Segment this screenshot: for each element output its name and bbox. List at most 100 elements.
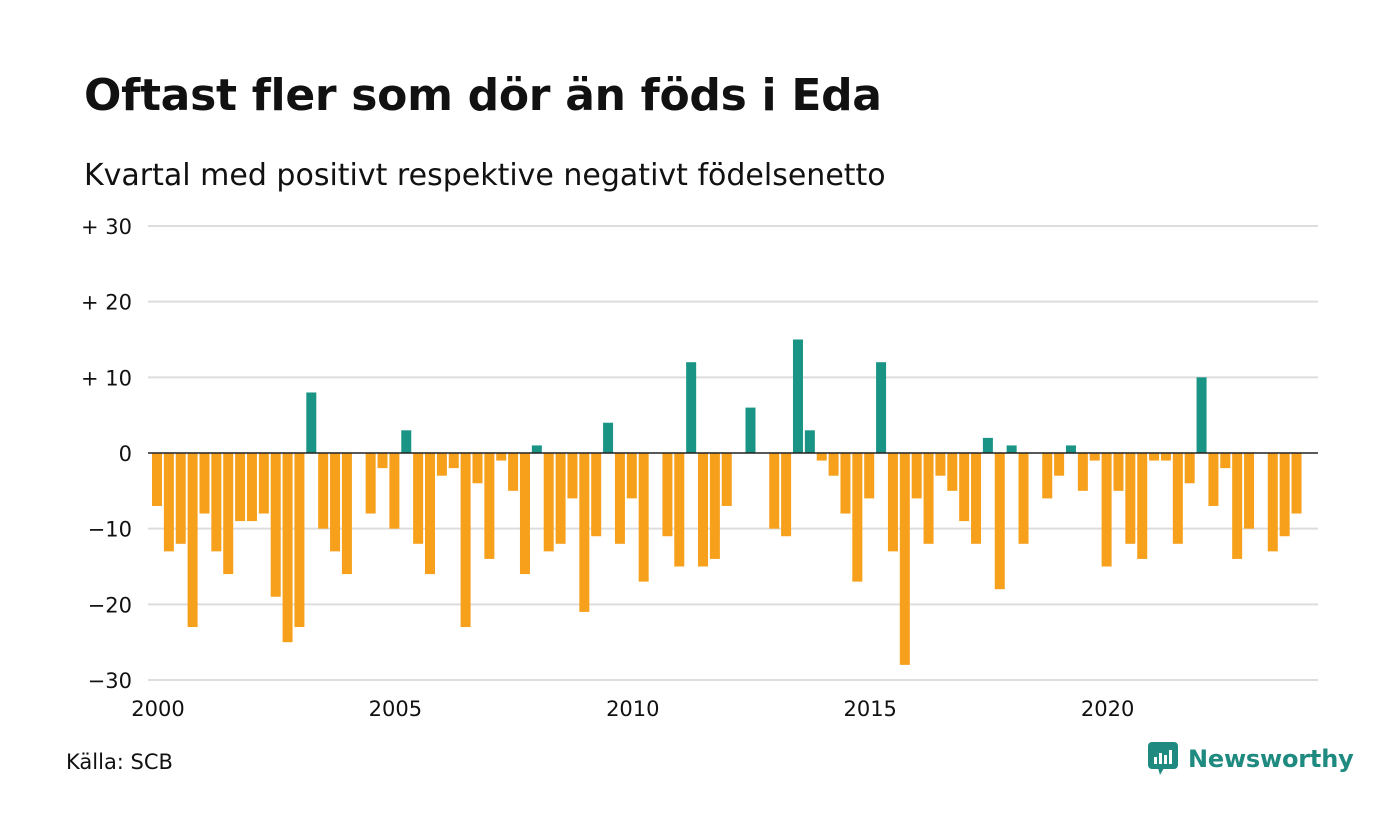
bar	[876, 362, 887, 453]
bar	[662, 453, 673, 537]
bar	[389, 453, 400, 529]
bar	[769, 453, 780, 529]
brand-logo[interactable]: Newsworthy	[1148, 742, 1354, 776]
bar	[1244, 453, 1255, 529]
x-tick-label: 2020	[1081, 697, 1134, 721]
bar	[1125, 453, 1136, 544]
bar	[1149, 453, 1160, 461]
bar	[270, 453, 281, 597]
bar	[971, 453, 982, 544]
bar	[828, 453, 839, 476]
bar	[1113, 453, 1124, 491]
bar	[496, 453, 507, 461]
bar	[175, 453, 186, 544]
bar	[614, 453, 625, 544]
bar	[721, 453, 732, 506]
bar	[282, 453, 293, 643]
y-tick-label: −10	[88, 518, 132, 542]
bar	[258, 453, 269, 514]
bar	[852, 453, 863, 582]
bar	[911, 453, 922, 499]
bar	[425, 453, 436, 575]
brand-name: Newsworthy	[1188, 745, 1354, 773]
bar	[1220, 453, 1231, 469]
y-tick-label: −20	[88, 593, 132, 617]
chart-title: Oftast fler som dör än föds i Eda	[84, 70, 882, 121]
bar	[199, 453, 210, 514]
bar	[1042, 453, 1053, 499]
bar	[591, 453, 602, 537]
chart-subtitle: Kvartal med positivt respektive negativt…	[84, 158, 886, 193]
bar	[698, 453, 709, 567]
bar	[1137, 453, 1148, 559]
bar	[864, 453, 875, 499]
x-tick-label: 2005	[369, 697, 422, 721]
bar	[994, 453, 1005, 590]
bar	[377, 453, 388, 469]
bar	[472, 453, 483, 484]
bar	[211, 453, 222, 552]
bar	[603, 422, 614, 453]
bar	[745, 407, 756, 453]
bar	[152, 453, 162, 506]
bar	[223, 453, 234, 575]
bar	[1077, 453, 1088, 491]
bar	[626, 453, 637, 499]
bar	[1184, 453, 1195, 484]
bar	[923, 453, 934, 544]
bar	[519, 453, 530, 575]
bar	[959, 453, 970, 522]
y-axis-labels: + 30 + 20 + 10 0 −10 −20 −30	[81, 215, 132, 693]
bar	[1279, 453, 1290, 537]
bar	[792, 339, 803, 453]
bar	[1160, 453, 1171, 461]
bar	[804, 430, 815, 453]
bar	[187, 453, 198, 628]
bar	[460, 453, 471, 628]
bar	[982, 437, 993, 453]
bar	[1018, 453, 1029, 544]
bar	[294, 453, 305, 628]
x-tick-label: 2000	[131, 697, 184, 721]
bar	[318, 453, 329, 529]
bar	[567, 453, 578, 499]
bar	[235, 453, 246, 522]
bar	[365, 453, 376, 514]
bar	[341, 453, 352, 575]
newsworthy-logo-icon	[1148, 742, 1178, 775]
x-tick-label: 2015	[843, 697, 896, 721]
bars	[152, 339, 1302, 665]
source-note: Källa: SCB	[66, 750, 173, 774]
bar	[413, 453, 424, 544]
bar	[709, 453, 720, 559]
bar	[686, 362, 697, 453]
x-axis-labels: 2000 2005 2010 2015 2020	[131, 697, 1134, 721]
bar	[531, 445, 542, 453]
bar	[1089, 453, 1100, 461]
y-tick-label: + 30	[81, 215, 132, 239]
bar	[555, 453, 566, 544]
bar	[1232, 453, 1243, 559]
bar	[246, 453, 257, 522]
bar	[840, 453, 851, 514]
y-tick-label: + 10	[81, 366, 132, 390]
bar	[1196, 377, 1207, 453]
bar	[1291, 453, 1302, 514]
bar-chart: + 30+ 20+ 100−10−20−30 2000 2005 2010 2015 2…	[81, 215, 1318, 721]
bar	[947, 453, 958, 491]
bar	[508, 453, 519, 491]
bar	[1172, 453, 1183, 544]
bar	[638, 453, 649, 582]
bar	[1065, 445, 1076, 453]
bar	[1208, 453, 1219, 506]
bar	[1006, 445, 1017, 453]
bar	[448, 453, 459, 469]
bar	[1054, 453, 1065, 476]
bar	[579, 453, 590, 612]
y-tick-label: 0	[119, 442, 132, 466]
bar	[674, 453, 685, 567]
grid-lines	[148, 225, 1318, 681]
y-tick-label: + 20	[81, 291, 132, 315]
bar	[484, 453, 495, 559]
bar	[781, 453, 792, 537]
